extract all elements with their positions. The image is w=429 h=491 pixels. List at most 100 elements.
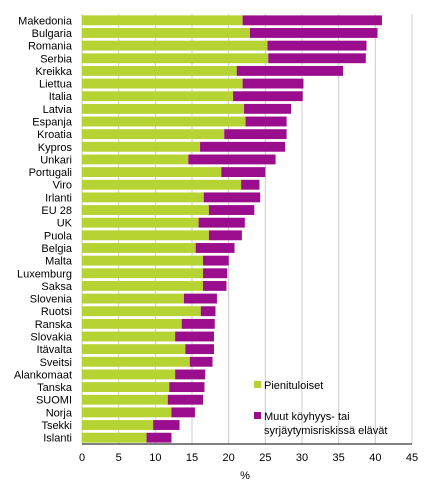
bar-segment-pienituloiset xyxy=(82,407,172,418)
bar-segment-pienituloiset xyxy=(82,179,242,190)
category-label: Makedonia xyxy=(18,15,73,27)
x-tick-label: 15 xyxy=(186,452,198,464)
category-label: Italia xyxy=(49,91,73,103)
category-label: Portugali xyxy=(29,167,72,179)
category-label: Bulgaria xyxy=(32,28,73,40)
legend-swatch-muut xyxy=(254,412,261,419)
category-label: Kypros xyxy=(38,142,73,154)
bar-segment-muut xyxy=(183,293,217,304)
bar-segment-pienituloiset xyxy=(82,53,269,64)
category-label: Ruotsi xyxy=(41,306,72,318)
bar-segment-pienituloiset xyxy=(82,268,203,279)
bar-segment-pienituloiset xyxy=(82,15,243,26)
bar-segment-pienituloiset xyxy=(82,205,209,215)
category-label: Saksa xyxy=(41,281,72,293)
bar-segment-pienituloiset xyxy=(82,280,203,291)
bar-segment-muut xyxy=(153,420,180,430)
bar-segment-muut xyxy=(195,243,235,253)
bar-segment-pienituloiset xyxy=(82,420,154,430)
bar-segment-muut xyxy=(244,103,291,114)
category-label: Norja xyxy=(46,407,73,419)
bar-segment-muut xyxy=(171,407,195,418)
category-label: Viro xyxy=(53,180,72,192)
x-tick-label: 45 xyxy=(406,452,418,464)
legend-label-pienituloiset: Pienituloiset xyxy=(264,380,323,392)
x-tick-label: 30 xyxy=(296,452,308,464)
bar-segment-pienituloiset xyxy=(82,243,196,253)
bar-segment-pienituloiset xyxy=(82,65,237,76)
bar-segment-muut xyxy=(267,40,367,51)
category-label: Slovakia xyxy=(30,332,72,344)
bar-segment-pienituloiset xyxy=(82,154,189,165)
bar-segment-muut xyxy=(167,394,203,405)
bar-segment-muut xyxy=(169,382,205,393)
category-labels: MakedoniaBulgariaRomaniaSerbiaKreikkaLie… xyxy=(14,15,73,444)
category-label: Liettua xyxy=(39,79,73,91)
bar-segment-pienituloiset xyxy=(82,382,170,393)
bars xyxy=(82,15,382,443)
x-tick-label: 35 xyxy=(333,452,345,464)
category-label: Espanja xyxy=(32,117,73,129)
category-label: Belgia xyxy=(41,243,72,255)
bar-segment-muut xyxy=(203,268,228,279)
bar-segment-muut xyxy=(203,255,229,266)
bar-segment-pienituloiset xyxy=(82,217,199,228)
bar-segment-pienituloiset xyxy=(82,356,190,367)
x-axis: 0 5 10 15 20 25 30 35 40 45 xyxy=(79,443,418,464)
bar-segment-muut xyxy=(181,318,215,329)
bar-segment-pienituloiset xyxy=(82,432,147,443)
bar-segment-pienituloiset xyxy=(82,40,268,51)
category-label: Tanska xyxy=(37,382,73,394)
legend-label-muut: Muut köyhyys- tai syrjäytymisriskissä elä… xyxy=(264,411,387,437)
bar-segment-muut xyxy=(268,53,366,64)
bar-segment-muut xyxy=(233,91,303,102)
x-tick-label: 25 xyxy=(259,452,271,464)
x-tick-label: 0 xyxy=(79,452,85,464)
bar-segment-muut xyxy=(208,205,255,215)
gridlines xyxy=(81,14,413,444)
bar-segment-muut xyxy=(242,15,382,26)
bar-segment-muut xyxy=(245,116,287,127)
category-label: Romania xyxy=(28,41,73,53)
bar-segment-pienituloiset xyxy=(82,116,246,127)
category-label: Sveitsi xyxy=(40,357,72,369)
bar-segment-muut xyxy=(146,432,172,443)
bar-segment-pienituloiset xyxy=(82,369,176,380)
category-label: Unkari xyxy=(40,154,72,166)
bar-segment-pienituloiset xyxy=(82,78,243,89)
bar-segment-pienituloiset xyxy=(82,318,182,329)
category-label: Itävalta xyxy=(37,344,73,356)
category-label: Puola xyxy=(44,230,73,242)
bar-segment-muut xyxy=(249,28,378,38)
legend: Pienituloiset Muut köyhyys- tai syrjäytym… xyxy=(254,380,387,437)
bar-segment-pienituloiset xyxy=(82,293,184,304)
bar-segment-muut xyxy=(175,331,214,342)
bar-segment-pienituloiset xyxy=(82,192,204,203)
category-label: Latvia xyxy=(43,104,73,116)
bar-segment-muut xyxy=(236,65,344,76)
bar-segment-muut xyxy=(185,344,214,355)
category-label: Serbia xyxy=(40,53,73,65)
x-axis-title: % xyxy=(240,470,250,482)
bar-segment-muut xyxy=(241,179,260,190)
bar-segment-muut xyxy=(198,217,245,228)
category-label: Kroatia xyxy=(37,129,73,141)
bar-segment-pienituloiset xyxy=(82,306,201,317)
category-label: Slovenia xyxy=(30,294,73,306)
category-label: Luxemburg xyxy=(17,268,72,280)
category-label: SUOMI xyxy=(36,395,72,407)
bar-segment-pienituloiset xyxy=(82,331,176,342)
bar-segment-muut xyxy=(189,356,213,367)
category-label: Kreikka xyxy=(35,66,73,78)
category-label: Tsekki xyxy=(41,420,72,432)
category-label: EU 28 xyxy=(41,205,72,217)
category-label: UK xyxy=(57,218,73,230)
x-tick-label: 10 xyxy=(149,452,161,464)
bar-segment-muut xyxy=(224,129,287,140)
bar-segment-muut xyxy=(200,141,286,152)
category-label: Irlanti xyxy=(45,192,72,204)
category-label: Ranska xyxy=(35,319,73,331)
bar-segment-pienituloiset xyxy=(82,255,203,266)
bar-segment-muut xyxy=(203,280,227,291)
